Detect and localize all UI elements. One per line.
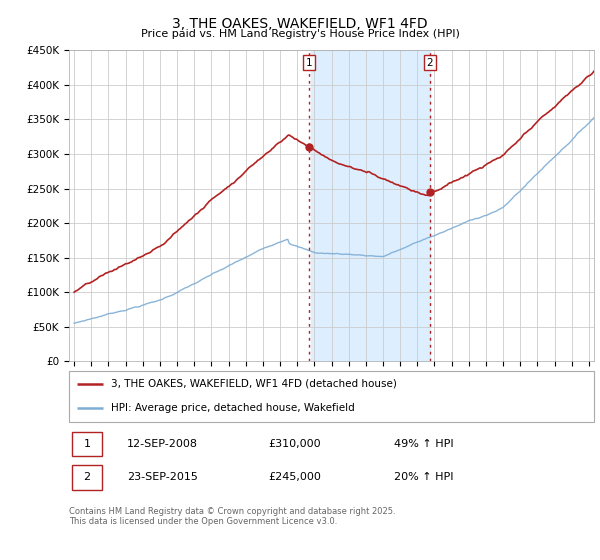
FancyBboxPatch shape	[71, 465, 101, 489]
Text: 1: 1	[83, 439, 91, 449]
Text: 2: 2	[427, 58, 433, 68]
Text: 12-SEP-2008: 12-SEP-2008	[127, 439, 198, 449]
Text: Price paid vs. HM Land Registry's House Price Index (HPI): Price paid vs. HM Land Registry's House …	[140, 29, 460, 39]
FancyBboxPatch shape	[71, 432, 101, 456]
Text: £245,000: £245,000	[269, 473, 322, 483]
Text: 2: 2	[83, 473, 91, 483]
Text: 3, THE OAKES, WAKEFIELD, WF1 4FD: 3, THE OAKES, WAKEFIELD, WF1 4FD	[172, 17, 428, 31]
Text: 49% ↑ HPI: 49% ↑ HPI	[395, 439, 454, 449]
Text: 3, THE OAKES, WAKEFIELD, WF1 4FD (detached house): 3, THE OAKES, WAKEFIELD, WF1 4FD (detach…	[111, 379, 397, 389]
Text: 23-SEP-2015: 23-SEP-2015	[127, 473, 197, 483]
Text: 20% ↑ HPI: 20% ↑ HPI	[395, 473, 454, 483]
Text: £310,000: £310,000	[269, 439, 321, 449]
Text: Contains HM Land Registry data © Crown copyright and database right 2025.
This d: Contains HM Land Registry data © Crown c…	[69, 507, 395, 526]
Text: HPI: Average price, detached house, Wakefield: HPI: Average price, detached house, Wake…	[111, 403, 355, 413]
Text: 1: 1	[306, 58, 313, 68]
FancyBboxPatch shape	[69, 371, 594, 422]
